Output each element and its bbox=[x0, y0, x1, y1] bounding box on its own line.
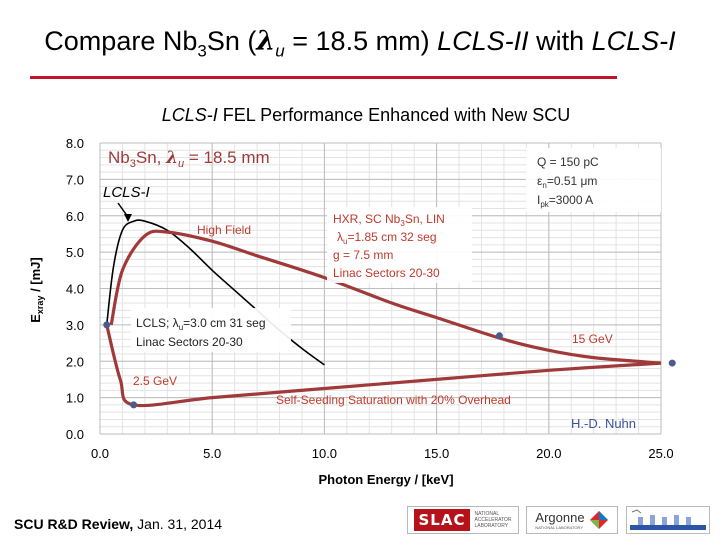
lcls1-arrowhead bbox=[124, 214, 132, 222]
y-tick-label: 3.0 bbox=[66, 318, 84, 333]
chart: LCLS-I FEL Performance Enhanced with New… bbox=[28, 105, 676, 487]
hxr-box-line3: g = 7.5 mm bbox=[333, 248, 393, 262]
hxr-box bbox=[327, 207, 472, 283]
slac-logo-text: NATIONAL ACCELERATOR LABORATORY bbox=[474, 511, 512, 529]
y-tick-label: 1.0 bbox=[66, 391, 84, 406]
y-axis-label: Exray / [mJ] bbox=[28, 257, 45, 323]
data-point bbox=[130, 401, 138, 409]
series-high-field-line bbox=[109, 229, 662, 365]
hxr-box-line1: HXR, SC Nb3Sn, LIN bbox=[333, 212, 445, 228]
title-lambda: λ bbox=[256, 26, 276, 57]
series-self-seeding-line bbox=[105, 324, 662, 408]
title-lambda-subscript: u bbox=[275, 41, 285, 61]
title-text: = 18.5 mm) bbox=[284, 26, 438, 56]
title-divider bbox=[30, 76, 617, 79]
gev25-label: 2.5 GeV bbox=[133, 374, 177, 388]
x-tick-label: 10.0 bbox=[312, 446, 337, 461]
facility-logo-icon bbox=[630, 509, 706, 530]
slac-logo: SLAC NATIONAL ACCELERATOR LABORATORY bbox=[407, 506, 519, 534]
title-lcls1: LCLS-I bbox=[591, 26, 676, 56]
hxr-box-line4: Linac Sectors 20-30 bbox=[333, 266, 440, 280]
annotations: Nb3Sn, λu = 18.5 mm LCLS-I High Field Q … bbox=[103, 148, 661, 431]
chart-title-rest: FEL Performance Enhanced with New SCU bbox=[218, 105, 571, 125]
q-box-line2: εn=0.51 μm bbox=[537, 174, 597, 190]
chart-title-italic: LCLS-I bbox=[162, 105, 218, 125]
author-label: H.-D. Nuhn bbox=[571, 416, 636, 431]
gev15-label: 15 GeV bbox=[572, 332, 613, 346]
y-axis-label-rest: / [mJ] bbox=[28, 257, 43, 295]
self-seeding-label: Self-Seeding Saturation with 20% Overhea… bbox=[276, 393, 511, 407]
points-group bbox=[103, 321, 676, 409]
x-tick-label: 5.0 bbox=[203, 446, 221, 461]
x-axis-label: Photon Energy / [keV] bbox=[318, 472, 453, 487]
y-tick-label: 7.0 bbox=[66, 172, 84, 187]
title-text: Compare Nb bbox=[44, 26, 198, 56]
chart-title: LCLS-I FEL Performance Enhanced with New… bbox=[162, 105, 571, 125]
slide-title: Compare Nb3Sn (λu = 18.5 mm) LCLS-II wit… bbox=[0, 26, 720, 61]
data-point bbox=[103, 321, 111, 329]
lcls-box bbox=[131, 308, 291, 352]
x-tick-label: 20.0 bbox=[536, 446, 561, 461]
y-tick-label: 6.0 bbox=[66, 209, 84, 224]
q-box bbox=[526, 148, 661, 212]
q-box-line1: Q = 150 pC bbox=[537, 155, 599, 169]
y-tick-label: 4.0 bbox=[66, 282, 84, 297]
argonne-logo-text: Argonne bbox=[535, 510, 585, 525]
nb3sn-label: Nb3Sn, λu = 18.5 mm bbox=[108, 148, 270, 170]
data-point bbox=[495, 332, 503, 340]
high-field-label: High Field bbox=[197, 223, 251, 237]
q-box-line3: Ipk=3000 A bbox=[537, 193, 593, 209]
lcls1-label: LCLS-I bbox=[103, 184, 150, 201]
x-tick-label: 15.0 bbox=[424, 446, 449, 461]
argonne-logo: Argonne NATIONAL LABORATORY bbox=[526, 506, 618, 534]
y-tick-label: 2.0 bbox=[66, 354, 84, 369]
argonne-logo-small: NATIONAL LABORATORY bbox=[535, 525, 583, 530]
x-tick-label: 25.0 bbox=[648, 446, 673, 461]
footer-bold: SCU R&D Review, bbox=[14, 516, 134, 532]
y-axis-label-sub: xray bbox=[35, 296, 45, 315]
y-axis-label-main: E bbox=[28, 314, 43, 323]
footer: SCU R&D Review, Jan. 31, 2014 bbox=[14, 516, 222, 532]
lcls-box-line1: LCLS; λu=3.0 cm 31 seg bbox=[136, 316, 266, 332]
title-text: with bbox=[528, 26, 592, 56]
data-point bbox=[668, 359, 676, 367]
title-text: Sn ( bbox=[206, 26, 257, 56]
y-tick-label: 0.0 bbox=[66, 427, 84, 442]
title-lcls2: LCLS-II bbox=[437, 26, 529, 56]
footer-date: Jan. 31, 2014 bbox=[133, 516, 223, 532]
y-tick-label: 5.0 bbox=[66, 245, 84, 260]
title-subscript: 3 bbox=[197, 41, 207, 61]
x-tick-label: 0.0 bbox=[91, 446, 109, 461]
argonne-emblem-icon bbox=[589, 511, 608, 529]
tick-labels: 0.0 5.0 10.0 15.0 20.0 25.0 0.0 1.0 2.0 3.0 4.0 5.0… bbox=[66, 136, 674, 461]
slac-logo-mark: SLAC bbox=[413, 509, 471, 531]
y-tick-label: 8.0 bbox=[66, 136, 84, 151]
hxr-box-line2: λu=1.85 cm 32 seg bbox=[337, 230, 437, 246]
facility-logo bbox=[626, 506, 710, 534]
lcls-box-line2: Linac Sectors 20-30 bbox=[136, 335, 243, 349]
